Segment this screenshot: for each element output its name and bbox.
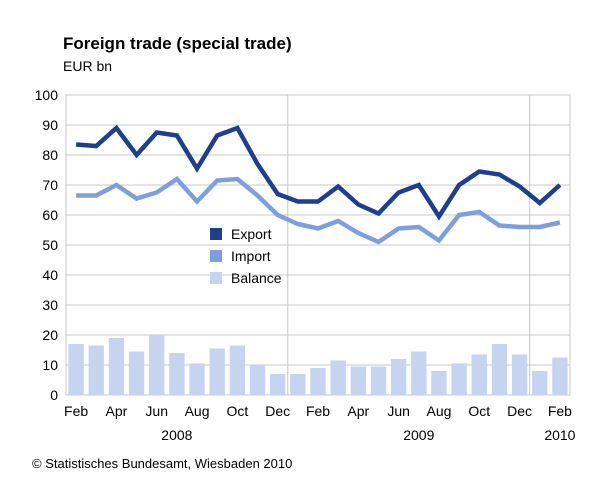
line-export <box>75 124 562 221</box>
bar-balance <box>471 354 487 395</box>
x-tick-label: Oct <box>468 403 490 419</box>
bar-balance <box>108 338 125 395</box>
legend-label-balance: Balance <box>231 270 282 286</box>
x-tick-label: Oct <box>226 403 248 419</box>
x-tick-label: Feb <box>64 403 88 419</box>
y-tick-label: 0 <box>50 387 58 403</box>
bar-balance <box>270 374 286 395</box>
copyright-credit: © Statistisches Bundesamt, Wiesbaden 201… <box>32 456 293 471</box>
legend-swatch-balance <box>210 272 222 284</box>
y-tick-label: 80 <box>42 147 58 163</box>
chart-title: Foreign trade (special trade) <box>63 34 292 53</box>
bar-balance <box>511 354 528 395</box>
x-tick-label: Apr <box>347 403 369 419</box>
bar-balance <box>149 335 165 395</box>
line-import <box>76 176 561 245</box>
y-tick-label: 70 <box>42 177 58 193</box>
y-tick-label: 40 <box>42 267 58 283</box>
bar-balance <box>88 345 104 395</box>
bar-balance <box>68 344 84 395</box>
y-tick-label: 100 <box>35 87 59 103</box>
legend-label-export: Export <box>231 226 272 242</box>
bar-balance <box>310 368 326 395</box>
bar-balance <box>491 344 508 395</box>
legend-label-import: Import <box>231 248 271 264</box>
bar-balance <box>390 359 407 395</box>
legend-swatch-import <box>210 250 222 262</box>
y-tick-label: 30 <box>42 297 58 313</box>
bar-balance <box>451 363 467 395</box>
bar-balance <box>330 360 346 395</box>
y-tick-label: 90 <box>42 117 58 133</box>
bar-balance <box>229 345 246 395</box>
bar-balance <box>350 366 366 395</box>
bar-balance <box>169 353 185 395</box>
bar-balance <box>249 365 266 395</box>
y-tick-label: 60 <box>42 207 58 223</box>
chart-canvas: 0 10 20 30 40 50 60 70 80 90 100 Feb Apr Jun Aug Oct Dec… <box>35 87 576 443</box>
year-label: 2010 <box>544 427 575 443</box>
y-tick-label: 20 <box>42 327 58 343</box>
year-label: 2009 <box>403 427 434 443</box>
x-tick-label: Jun <box>145 403 168 419</box>
x-tick-label: Aug <box>426 403 451 419</box>
x-tick-label: Feb <box>548 403 572 419</box>
bar-balance <box>532 371 548 395</box>
bar-balance <box>209 348 225 395</box>
bar-balance <box>370 366 387 395</box>
chart-unit: EUR bn <box>63 58 113 74</box>
x-tick-label: Feb <box>306 403 330 419</box>
x-tick-label: Dec <box>265 403 290 419</box>
x-tick-label: Apr <box>106 403 128 419</box>
bar-balance <box>411 351 427 395</box>
x-tick-label: Jun <box>387 403 410 419</box>
year-label: 2008 <box>161 427 192 443</box>
y-tick-label: 10 <box>42 357 58 373</box>
bar-balance <box>431 371 447 395</box>
y-tick-label: 50 <box>42 237 58 253</box>
bar-balance <box>189 363 205 395</box>
x-tick-label: Dec <box>507 403 532 419</box>
bar-balance <box>290 374 306 395</box>
legend-swatch-export <box>210 228 222 240</box>
x-tick-label: Aug <box>185 403 210 419</box>
bar-balance <box>128 351 145 395</box>
bar-balance <box>552 357 568 395</box>
